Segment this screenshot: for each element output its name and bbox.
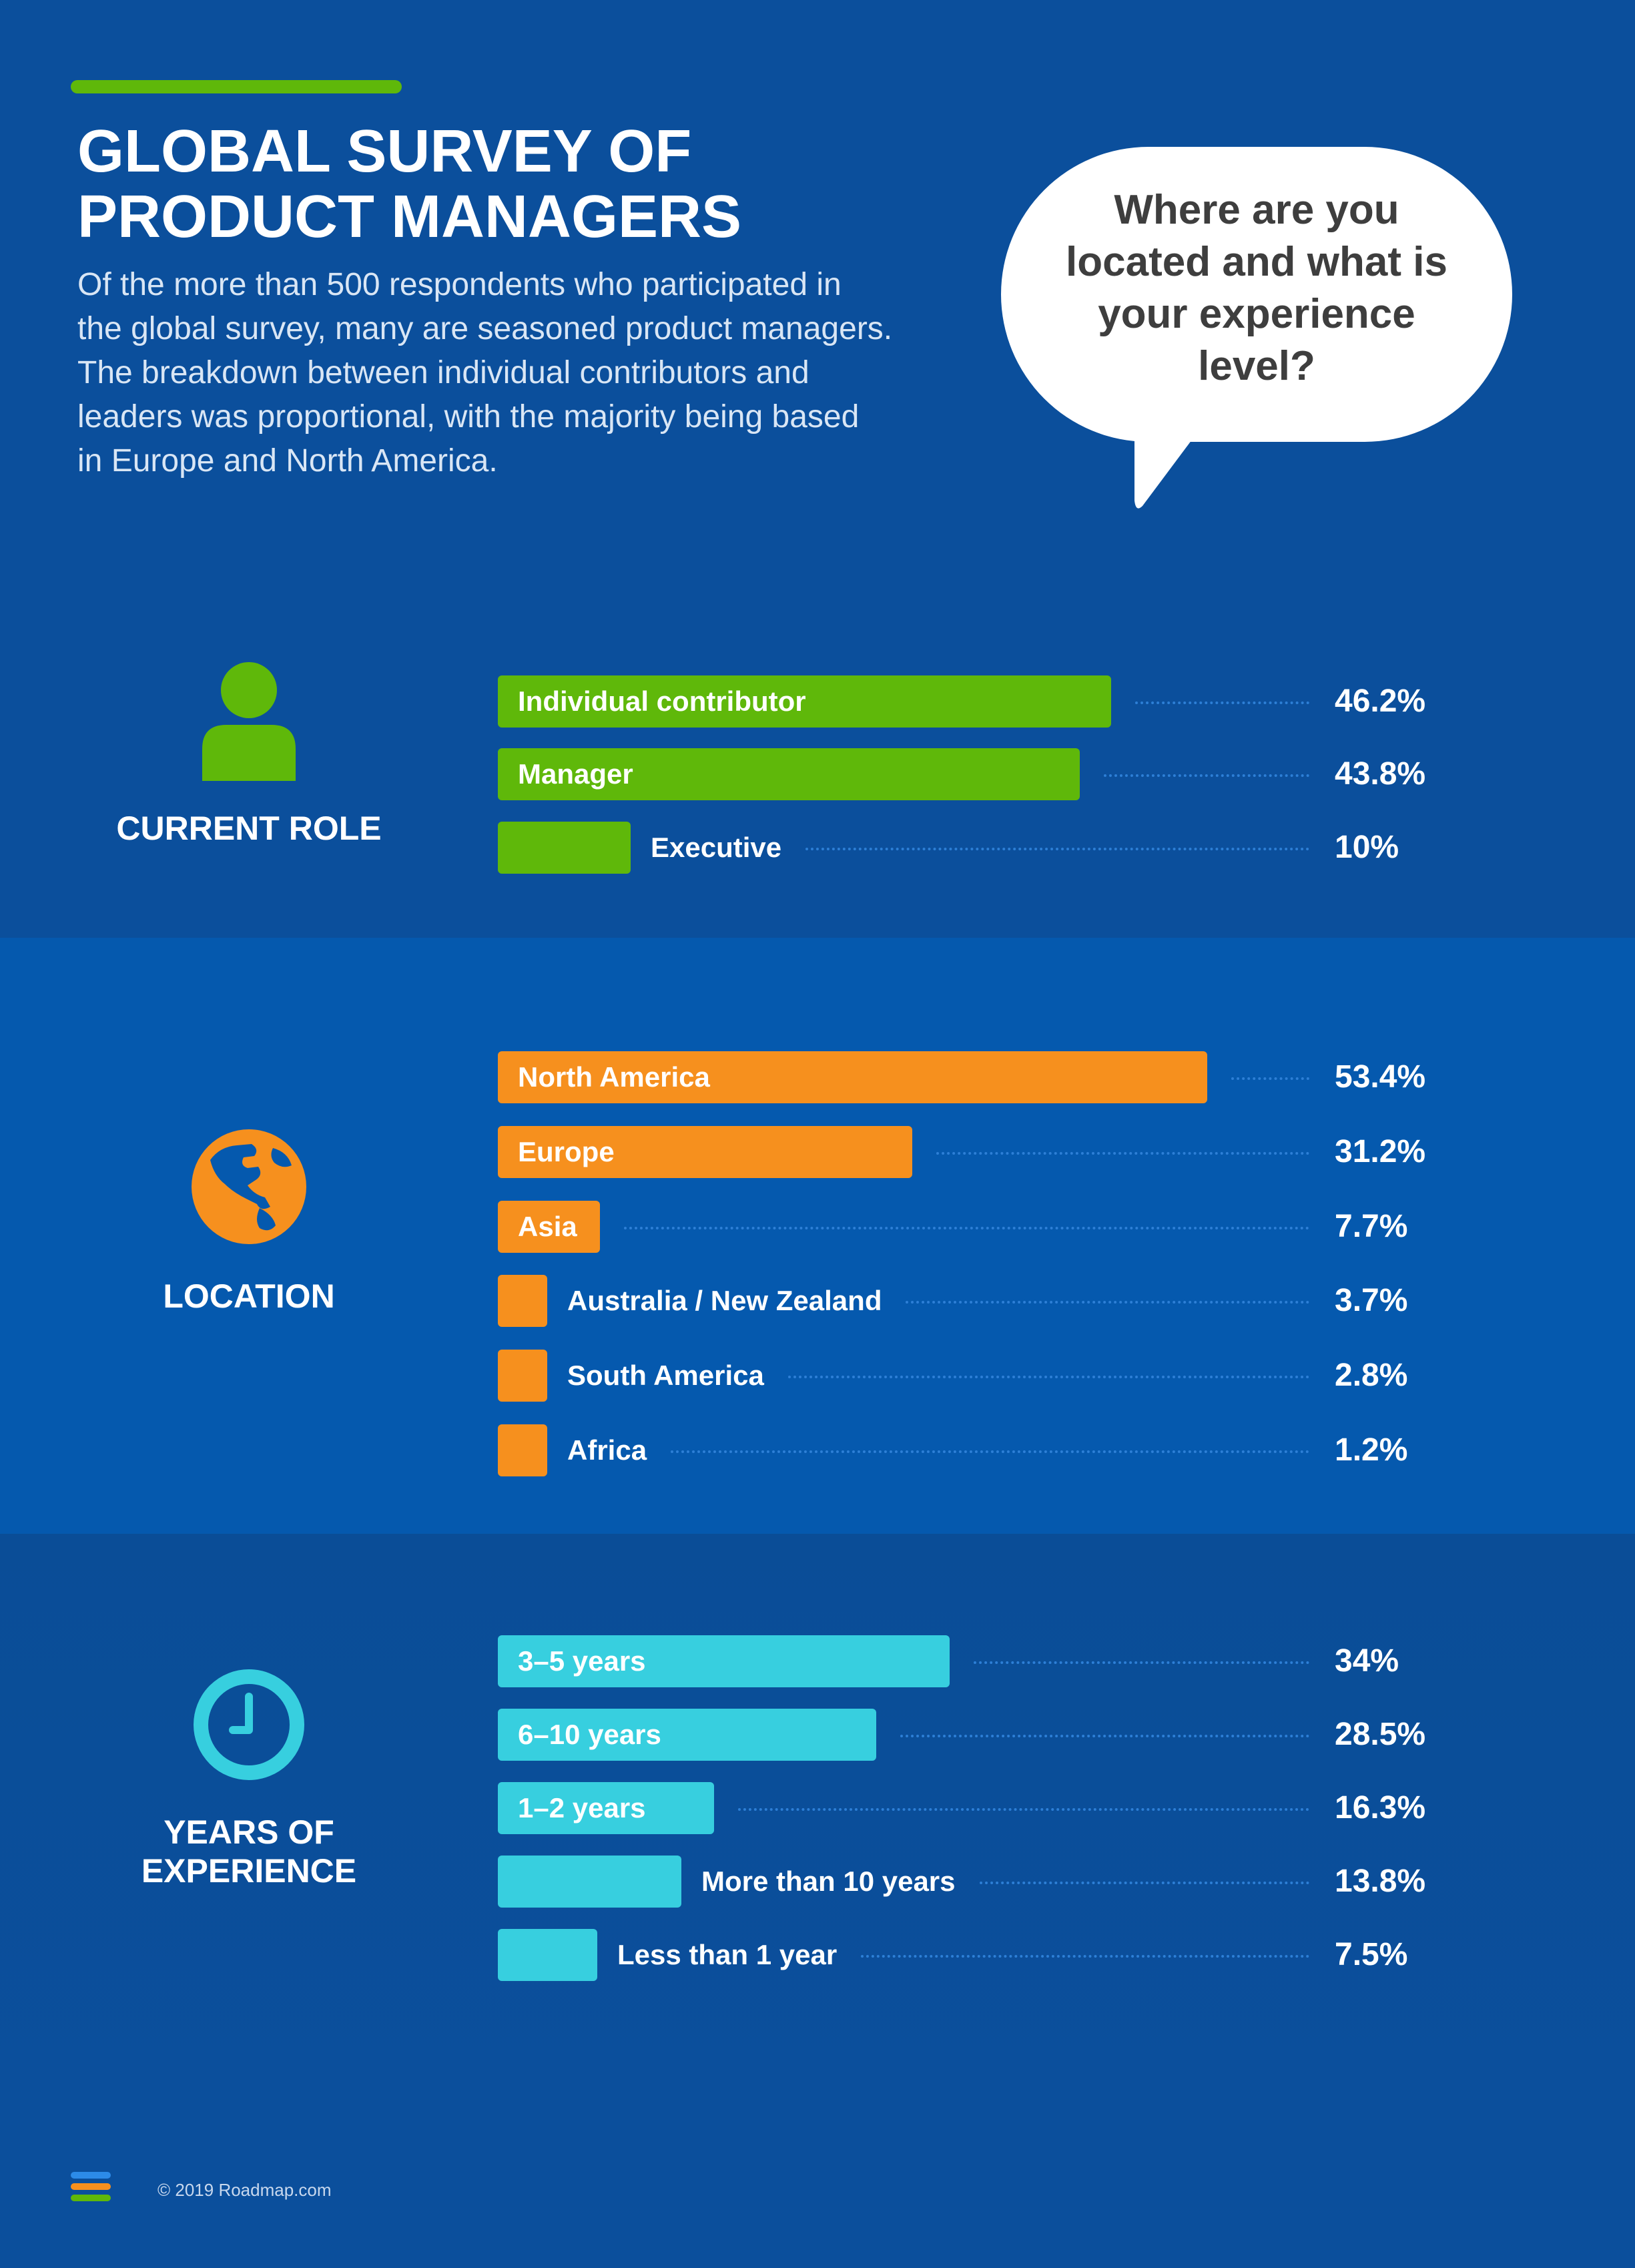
bar-value-label: 13.8% [1335,1864,1426,1899]
bar-label: South America [567,1360,764,1391]
bar-value-label: 3.7% [1335,1283,1408,1318]
bar-label: Africa [567,1434,647,1466]
bar-value-label: 34% [1335,1643,1399,1679]
bubble-line: Where are you [1114,187,1399,233]
bar-value-label: 31.2% [1335,1134,1426,1169]
speech-bubble-tail [1134,400,1221,509]
leader-line [974,1661,1309,1664]
accent-bar [71,80,402,93]
intro-line: in Europe and North America. [77,443,498,479]
intro-line: The breakdown between individual contrib… [77,355,809,390]
bar-label: 1–2 years [518,1792,646,1823]
speech-bubble-text: Where are you located and what is your e… [1014,184,1499,392]
section-title-years-of-experience: YEARS OF EXPERIENCE [100,1813,398,1890]
chart-bar [498,1350,547,1402]
chart-bar [498,1856,681,1908]
section-title-location: LOCATION [163,1278,335,1315]
bar-value-label: 7.7% [1335,1209,1408,1244]
leader-line [1135,701,1309,704]
chart-bar [498,1782,714,1834]
chart-bar [498,1424,547,1476]
section-years-of-experience [0,1534,1635,2106]
copyright: © 2019 Roadmap.com [157,2180,332,2200]
intro-line: Of the more than 500 respondents who par… [77,267,842,302]
bar-label: More than 10 years [701,1866,956,1897]
leader-line [671,1450,1309,1453]
leader-line [980,1882,1309,1884]
intro-paragraph: Of the more than 500 respondents who par… [77,263,945,483]
globe-icon [192,1129,306,1244]
leader-line [900,1735,1309,1737]
chart-bar [498,748,1080,800]
section-title-current-role: CURRENT ROLE [116,810,382,847]
person-icon [202,662,296,781]
chart-bar [498,1126,912,1178]
bar-label: Individual contributor [518,685,806,717]
title-line: GLOBAL SURVEY OF [77,118,692,185]
leader-line [788,1376,1309,1378]
bar-label: 3–5 years [518,1645,646,1677]
logo-stripe [71,2195,111,2201]
bubble-line: located and what is [1066,239,1447,285]
leader-line [738,1808,1309,1811]
bar-value-label: 46.2% [1335,683,1426,719]
bar-label: Less than 1 year [617,1939,838,1970]
bar-label: North America [518,1061,710,1093]
bar-label: 6–10 years [518,1719,661,1750]
title-line: PRODUCT MANAGERS [77,184,742,250]
leader-line [861,1955,1309,1958]
logo-stripe [71,2183,111,2190]
leader-line [1104,774,1309,777]
bar-value-label: 43.8% [1335,756,1426,792]
bubble-line: level? [1198,343,1315,389]
leader-line [1231,1077,1309,1080]
chart-bar [498,1929,597,1981]
section-title-line: YEARS OF [164,1813,334,1851]
chart-bar [498,675,1111,728]
bar-label: Asia [518,1211,577,1242]
bar-label: Manager [518,758,633,790]
intro-line: the global survey, many are seasoned pro… [77,311,893,346]
logo-stripe [71,2172,111,2179]
bar-value-label: 10% [1335,830,1399,865]
bar-label: Europe [518,1136,615,1167]
chart-bar [498,1275,547,1327]
speech-bubble [1001,147,1512,442]
page-title: GLOBAL SURVEY OF PRODUCT MANAGERS [77,119,741,250]
bar-value-label: 1.2% [1335,1432,1408,1468]
header: GLOBAL SURVEY OF PRODUCT MANAGERS Of the… [0,0,1635,547]
leader-line [624,1227,1309,1229]
bar-value-label: 16.3% [1335,1790,1426,1825]
chart-bar [498,1635,950,1687]
bar-value-label: 28.5% [1335,1717,1426,1752]
chart-bar [498,822,631,874]
leader-line [805,848,1309,850]
chart-bar [498,1709,876,1761]
clock-icon [194,1669,304,1780]
bubble-line: your experience [1098,291,1415,337]
bar-label: Australia / New Zealand [567,1285,882,1316]
bar-label: Executive [651,832,782,863]
bar-value-label: 7.5% [1335,1937,1408,1972]
bar-value-label: 2.8% [1335,1358,1408,1393]
chart-bar [498,1201,600,1253]
intro-line: leaders was proportional, with the major… [77,399,860,435]
leader-line [936,1152,1309,1155]
section-title-line: EXPERIENCE [141,1852,357,1890]
leader-line [906,1301,1309,1304]
footer [0,2106,1635,2268]
bar-value-label: 53.4% [1335,1059,1426,1095]
chart-bar [498,1051,1207,1103]
